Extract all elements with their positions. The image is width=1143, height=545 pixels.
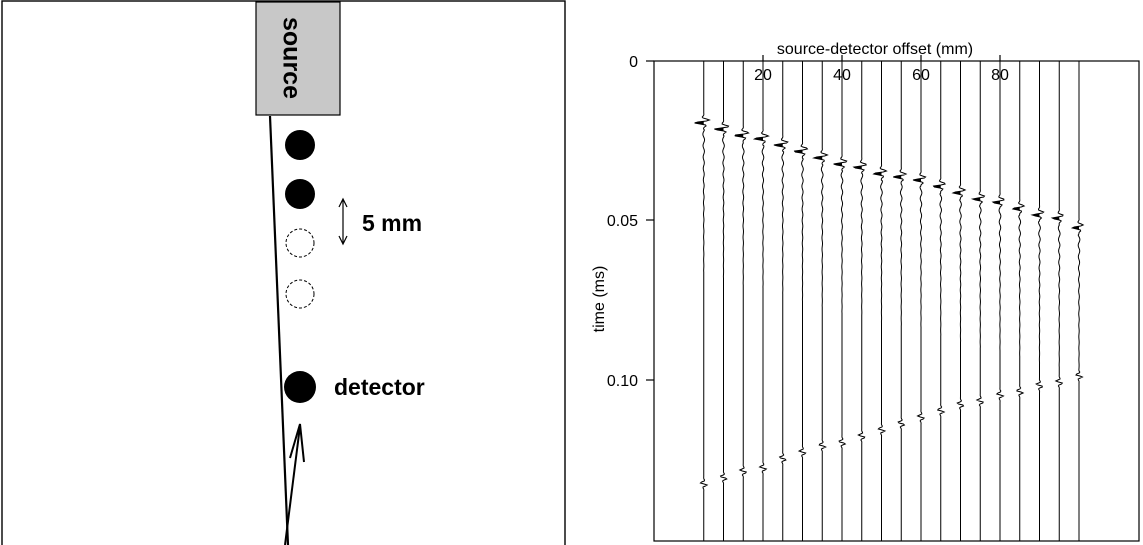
- diagram-frame: [1, 0, 566, 545]
- trace-25mm: [773, 61, 789, 541]
- trace-50mm: [872, 61, 888, 541]
- trace-10mm: [714, 61, 730, 541]
- trace-35mm: [812, 61, 829, 541]
- scatterer-solid-1: [285, 130, 315, 160]
- trace-80mm: [991, 61, 1005, 541]
- trace-55mm: [893, 61, 908, 541]
- trace-30mm: [793, 61, 809, 541]
- trace-45mm: [852, 61, 867, 541]
- trace-5mm: [694, 61, 711, 541]
- trace-95mm: [1050, 61, 1064, 541]
- scatterer-solid-2: [285, 179, 315, 209]
- direct-arrival-mark-50mm: [873, 171, 882, 178]
- direct-arrival-mark-10mm: [714, 126, 724, 133]
- source-label: source: [277, 17, 305, 99]
- traces-group: [694, 61, 1085, 541]
- direct-arrival-mark-90mm: [1032, 212, 1040, 219]
- direct-arrival-mark-95mm: [1052, 215, 1060, 222]
- experiment-diagram: source 5 mm detector: [1, 0, 566, 545]
- trace-40mm: [833, 61, 848, 541]
- direct-arrival-mark-100mm: [1072, 225, 1079, 232]
- source-box: [255, 1, 341, 116]
- direct-arrival-mark-25mm: [773, 142, 783, 149]
- spacing-label: 5 mm: [362, 210, 422, 236]
- spacing-arrow: [338, 197, 348, 246]
- detector-dot: [284, 371, 316, 403]
- trace-65mm: [932, 61, 946, 541]
- trace-75mm: [970, 61, 986, 541]
- trace-15mm: [734, 61, 750, 541]
- y-tick-label-0.10: 0.10: [607, 373, 638, 390]
- direct-arrival-mark-85mm: [1012, 206, 1020, 213]
- y-tick-label-0.05: 0.05: [607, 213, 638, 230]
- direct-arrival-mark-70mm: [952, 190, 961, 197]
- y-axis-label: time (ms): [591, 266, 608, 333]
- y-tick-label-0: 0: [629, 54, 638, 71]
- scatterer-dashed-2: [285, 279, 315, 309]
- direct-arrival-mark-20mm: [754, 136, 763, 143]
- direct-arrival-mark-60mm: [913, 177, 921, 184]
- trace-60mm: [912, 61, 927, 541]
- direct-arrival-mark-15mm: [734, 133, 744, 140]
- trace-70mm: [951, 61, 967, 541]
- direct-arrival-mark-80mm: [992, 199, 1000, 206]
- wave-path-line: [268, 115, 290, 545]
- direct-arrival-mark-30mm: [793, 149, 803, 156]
- reflection-arrow: [284, 423, 305, 545]
- trace-100mm: [1070, 61, 1085, 541]
- direct-arrival-mark-65mm: [932, 184, 941, 191]
- detector-label: detector: [334, 374, 425, 400]
- x-tick-marks: [762, 55, 1001, 61]
- x-axis-label: source-detector offset (mm): [777, 41, 973, 58]
- direct-arrival-mark-5mm: [694, 120, 704, 127]
- trace-90mm: [1030, 61, 1045, 541]
- direct-arrival-mark-35mm: [813, 155, 823, 162]
- direct-arrival-mark-75mm: [972, 196, 981, 203]
- scatterer-dashed-1: [285, 228, 315, 258]
- trace-20mm: [752, 61, 770, 541]
- y-tick-marks: [646, 60, 654, 381]
- plot-frame: [653, 60, 1140, 542]
- trace-85mm: [1011, 61, 1026, 541]
- direct-arrival-mark-45mm: [853, 164, 862, 171]
- seismogram-plot: source-detector offset (mm) time (ms) 20…: [591, 41, 1140, 542]
- direct-arrival-mark-40mm: [833, 161, 842, 168]
- direct-arrival-mark-55mm: [893, 174, 902, 181]
